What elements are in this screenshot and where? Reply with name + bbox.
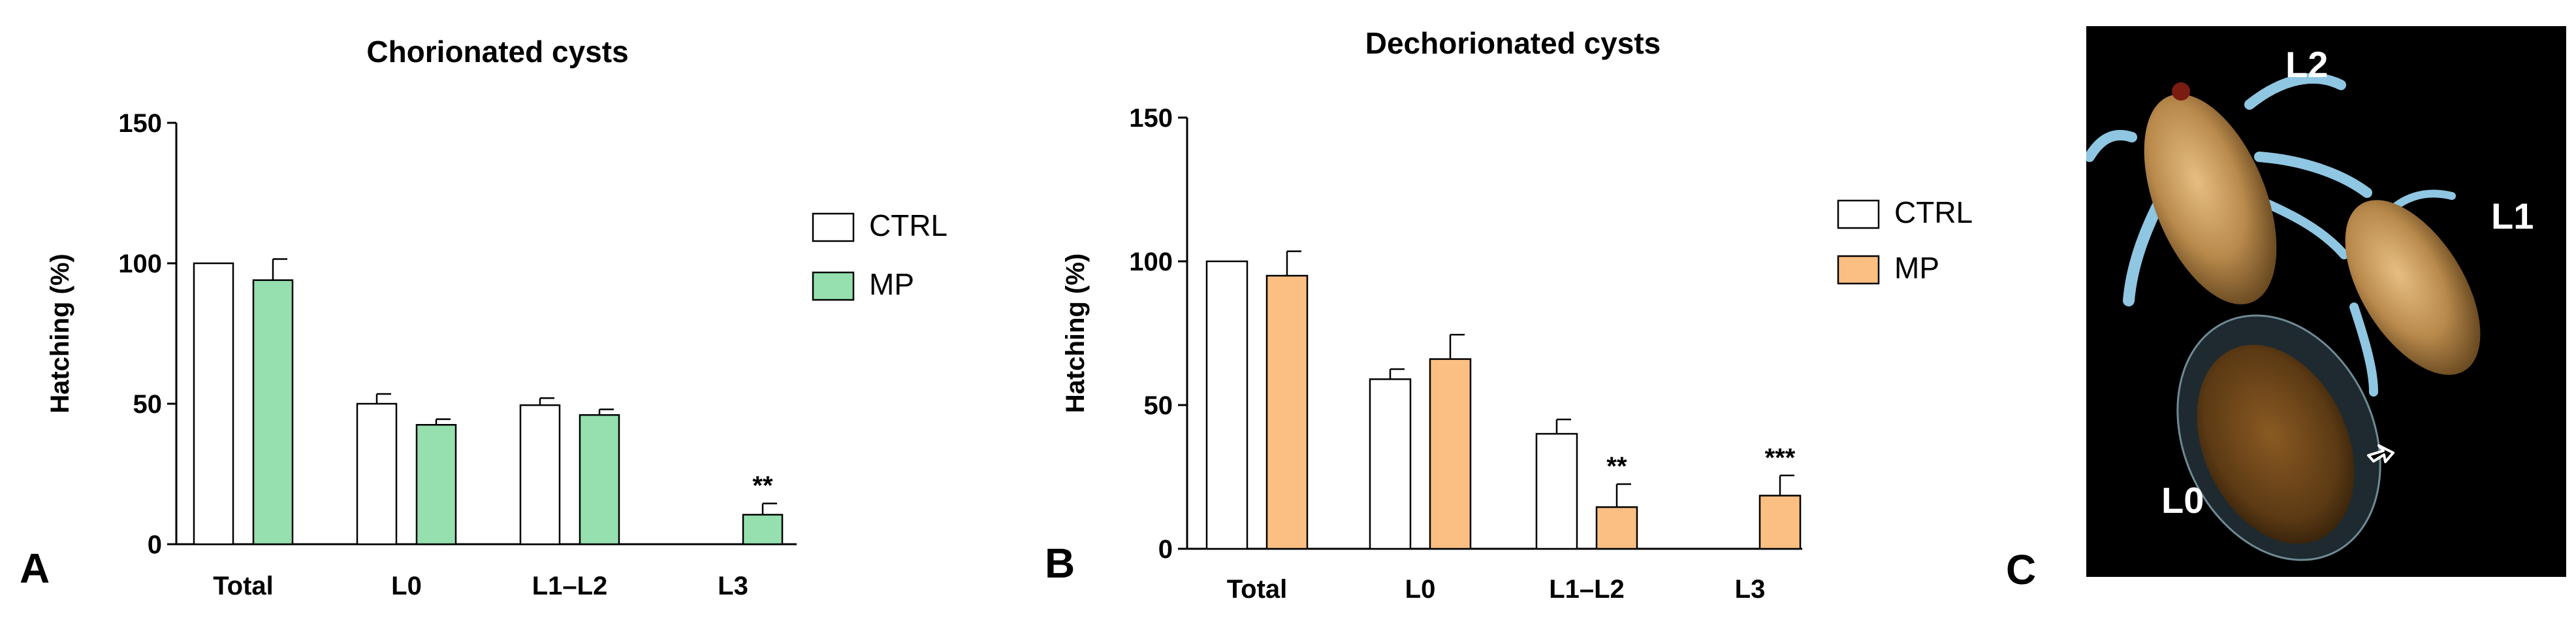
bar-mp [1595, 506, 1638, 550]
y-axis-label: Hatching (%) [1061, 253, 1090, 413]
y-tick-label: 0 [1158, 535, 1173, 564]
legend-label-ctrl: CTRL [869, 208, 947, 242]
bar-mp [415, 424, 457, 546]
bar-mp [252, 279, 294, 546]
bar-ctrl [1535, 432, 1578, 550]
significance-label: ** [1606, 452, 1627, 481]
bar-ctrl [1369, 378, 1412, 550]
x-tick-label: L0 [1405, 575, 1436, 604]
x-tick-label: L1–L2 [532, 572, 608, 600]
x-tick-label: Total [1227, 575, 1288, 604]
significance-label: ** [752, 472, 773, 500]
y-tick-label: 50 [1144, 391, 1173, 420]
bar-ctrl [519, 404, 561, 546]
bar-ctrl [356, 402, 398, 546]
panel-letter-a: A [20, 545, 50, 592]
x-tick-label: L1–L2 [1549, 575, 1625, 604]
arrow-icon [2367, 444, 2394, 463]
legend-swatch-ctrl [1837, 199, 1880, 229]
legend-label-mp: MP [869, 267, 914, 301]
x-tick-label: Total [213, 572, 274, 600]
y-axis-label: Hatching (%) [46, 253, 74, 413]
significance-label: *** [1765, 444, 1796, 472]
larvae-photo: L2 L1 L0 [2086, 26, 2566, 577]
chart-a-chorionated: Chorionated cysts Hatching (%) 0 50 100 150 To… [46, 35, 947, 600]
y-tick-label: 100 [1129, 248, 1173, 276]
label-l2: L2 [2285, 44, 2328, 85]
legend-label-ctrl: CTRL [1894, 195, 1973, 229]
x-tick-label: L3 [1735, 575, 1766, 604]
legend-label-mp: MP [1894, 251, 1939, 285]
larva-l2 [2086, 73, 2372, 306]
bar-mp [742, 514, 784, 546]
panel-letter-b: B [1045, 540, 1075, 587]
bar-mp [579, 414, 620, 546]
chart-title: Chorionated cysts [366, 35, 628, 69]
legend-swatch-mp [1837, 255, 1880, 285]
legend-swatch-mp [812, 271, 855, 301]
y-tick-label: 50 [133, 390, 163, 419]
chart-b-dechorionated: Dechorionated cysts Hatching (%) 0 50 100 150… [1061, 26, 1973, 604]
label-l0: L0 [2161, 480, 2204, 521]
panel-letter-c: C [2006, 546, 2037, 593]
label-l1: L1 [2491, 195, 2534, 237]
bar-mp [1758, 495, 1802, 550]
bar-mp [1265, 274, 1309, 550]
larva-l1 [2345, 189, 2481, 397]
y-tick-label: 100 [118, 250, 162, 278]
y-tick-label: 0 [148, 530, 162, 559]
bar-mp [1429, 358, 1472, 550]
chart-title: Dechorionated cysts [1365, 26, 1661, 60]
y-tick-label: 150 [118, 109, 162, 138]
y-tick-label: 150 [1129, 104, 1173, 133]
larva-l0 [2176, 314, 2381, 561]
x-tick-label: L3 [718, 572, 748, 600]
bar-ctrl [193, 262, 234, 546]
bar-ctrl [1205, 260, 1248, 550]
x-tick-label: L0 [391, 572, 422, 600]
legend-swatch-ctrl [812, 212, 855, 242]
